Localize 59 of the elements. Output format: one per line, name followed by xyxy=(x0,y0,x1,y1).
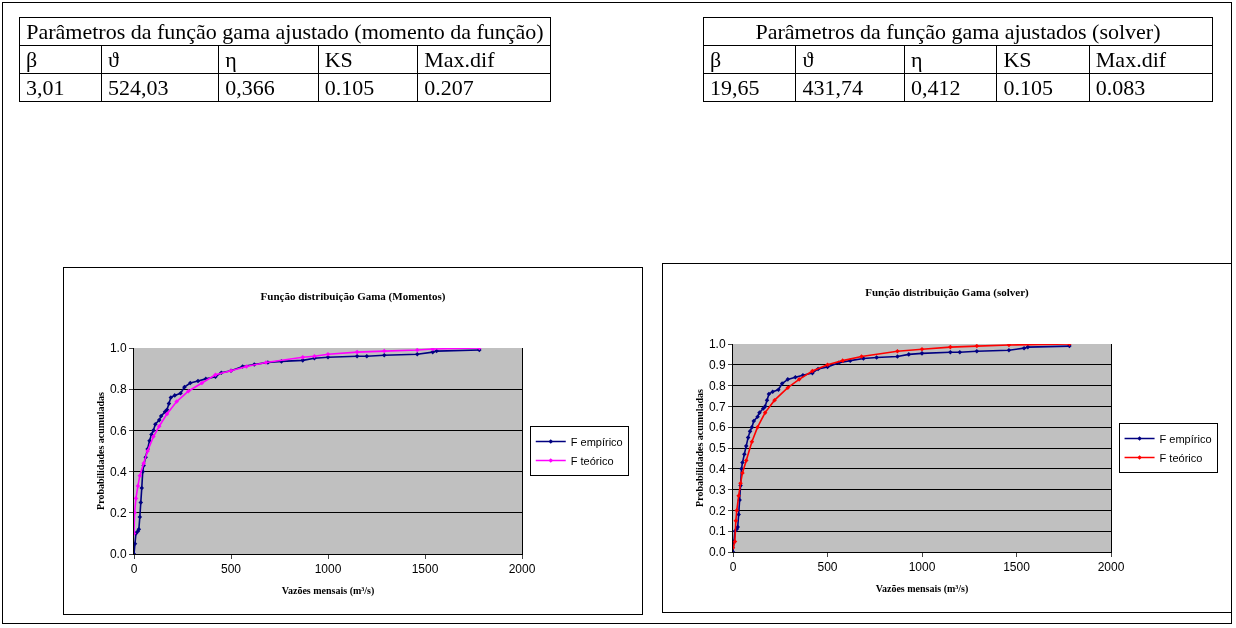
y-tick-label: 0.0 xyxy=(109,547,127,562)
text: 3,01 xyxy=(19,73,102,102)
y-tick-label: 0.9 xyxy=(708,358,726,372)
text: β xyxy=(19,45,102,74)
legend-label: F empírico xyxy=(570,435,623,448)
y-tick-label: 0.8 xyxy=(109,382,127,397)
legend-label: F teórico xyxy=(570,454,614,467)
y-tick-label: 0.8 xyxy=(708,378,726,393)
text: 0.083 xyxy=(1089,73,1213,102)
x-tick-label: 500 xyxy=(817,560,838,575)
x-tick-label: 1500 xyxy=(1003,560,1031,575)
text: ϑ xyxy=(795,45,905,74)
y-tick-label: 0.1 xyxy=(708,524,726,539)
y-tick-label: 0.5 xyxy=(708,441,726,456)
y-axis-title: Probabilidades acumuladas xyxy=(95,391,106,510)
legend-label: F teórico xyxy=(1159,451,1203,464)
y-tick-label: 1.0 xyxy=(708,337,726,352)
x-tick-label: 500 xyxy=(220,562,242,577)
text: 0,366 xyxy=(218,73,319,102)
y-tick-label: 0.2 xyxy=(109,506,127,520)
text: 0.105 xyxy=(318,73,418,102)
y-tick-label: 0.6 xyxy=(109,423,127,438)
legend-label: F empírico xyxy=(1159,432,1212,445)
y-axis-title: Probabilidades acumuladas xyxy=(694,388,705,507)
text: η xyxy=(218,45,319,74)
x-tick-label: 1500 xyxy=(411,562,439,577)
text: 0,412 xyxy=(904,73,997,102)
y-tick-label: 0.0 xyxy=(708,545,726,560)
text: 431,74 xyxy=(795,73,905,102)
y-tick-label: 0.4 xyxy=(109,464,127,479)
text: Max.dif xyxy=(1089,45,1213,74)
y-tick-label: 0.4 xyxy=(708,462,726,476)
y-tick-label: 1.0 xyxy=(109,341,127,356)
chart-title: Função distribuição Gama (solver) xyxy=(865,286,1030,300)
text: 19,65 xyxy=(703,73,796,102)
text: Max.dif xyxy=(417,45,551,74)
x-axis-title: Vazões mensais (m³/s) xyxy=(281,585,375,597)
text: 524,03 xyxy=(101,73,219,102)
text: Parâmetros da função gama ajustado (momento da função) xyxy=(19,17,551,46)
x-tick-label: 0 xyxy=(729,560,737,575)
x-tick-label: 2000 xyxy=(508,562,536,577)
text: KS xyxy=(996,45,1090,74)
text: KS xyxy=(318,45,418,74)
x-tick-label: 2000 xyxy=(1097,560,1125,575)
text: Parâmetros da função gama ajustados (solver) xyxy=(703,17,1213,46)
y-tick-label: 0.3 xyxy=(708,482,726,497)
y-tick-label: 0.2 xyxy=(708,503,726,518)
text: 0.207 xyxy=(417,73,551,102)
x-tick-label: 1000 xyxy=(908,560,936,575)
text: β xyxy=(703,45,796,74)
y-tick-label: 0.7 xyxy=(708,399,726,414)
text: η xyxy=(904,45,997,74)
x-tick-label: 1000 xyxy=(314,562,342,577)
chart-title: Função distribuição Gama (Momentos) xyxy=(260,289,446,303)
text: 0.105 xyxy=(996,73,1090,102)
text: ϑ xyxy=(101,45,219,74)
x-axis-title: Vazões mensais (m³/s) xyxy=(875,583,969,595)
x-tick-label: 0 xyxy=(130,562,138,577)
y-tick-label: 0.6 xyxy=(708,420,726,435)
